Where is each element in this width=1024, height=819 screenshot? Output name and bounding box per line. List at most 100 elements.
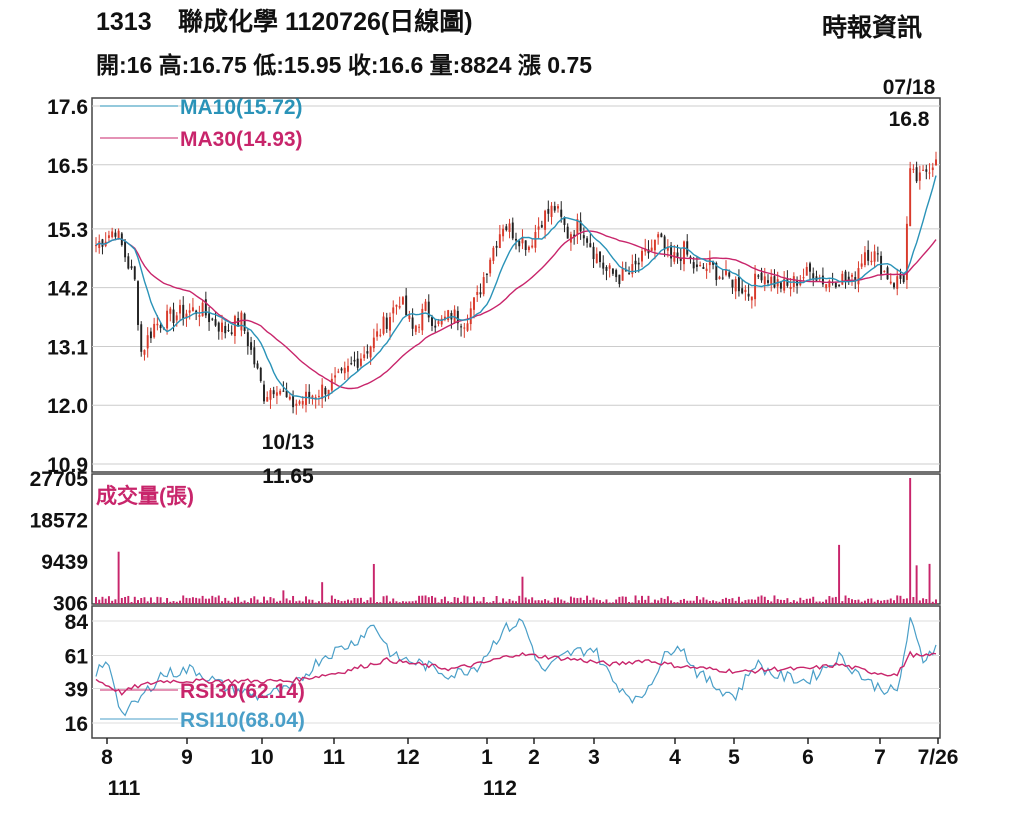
volume-bar — [137, 600, 139, 604]
candle-body — [363, 354, 366, 359]
volume-bar — [259, 602, 262, 604]
volume-bar — [615, 599, 618, 604]
price-grid — [92, 105, 940, 724]
candle-body — [576, 219, 579, 236]
candle-body — [330, 378, 333, 391]
volume-bar — [557, 597, 559, 604]
volume-bar — [847, 597, 850, 604]
volume-bars — [95, 478, 937, 604]
candle-body — [382, 316, 385, 334]
candle-body — [821, 275, 824, 285]
volume-panel-label: 成交量(張) — [96, 484, 194, 508]
price-tick-label: 15.3 — [47, 219, 88, 242]
candle-body — [586, 238, 589, 243]
volume-bar — [825, 599, 828, 604]
candle-body — [847, 276, 850, 280]
volume-bar — [857, 599, 860, 604]
volume-bar — [166, 597, 169, 604]
candle-body — [589, 243, 592, 248]
volume-bar — [909, 478, 912, 604]
volume-bar — [314, 602, 317, 604]
volume-bar — [149, 597, 152, 604]
candle-body — [935, 159, 937, 166]
volume-bar — [592, 597, 595, 604]
volume-bar — [770, 601, 773, 604]
candle-body — [899, 273, 902, 279]
volume-bar — [101, 596, 104, 604]
volume-bar — [359, 597, 362, 604]
candle-body — [922, 169, 925, 171]
volume-bar — [217, 595, 220, 604]
month-label: 7/26 — [918, 746, 959, 769]
volume-bar — [734, 600, 737, 604]
volume-bar — [230, 601, 233, 604]
volume-tick-label: 306 — [53, 593, 88, 616]
volume-bar — [408, 601, 411, 604]
candle-body — [867, 249, 870, 261]
month-label: 11 — [323, 746, 346, 769]
volume-bar — [886, 599, 889, 604]
ma30-line — [95, 230, 937, 390]
volume-bar — [838, 544, 841, 604]
volume-bar — [263, 596, 265, 604]
volume-bar — [692, 600, 695, 604]
candle-body — [405, 295, 408, 316]
price-tick-label: 17.6 — [47, 96, 88, 119]
volume-bar — [757, 596, 760, 604]
candle-body — [298, 401, 301, 404]
volume-bar — [317, 601, 320, 604]
volume-bar — [573, 597, 576, 604]
month-label: 7 — [874, 746, 886, 769]
volume-bar — [705, 599, 708, 604]
candle-body — [844, 271, 847, 281]
candle-body — [476, 291, 479, 295]
volume-bar — [899, 595, 902, 604]
candle-body — [343, 367, 346, 374]
candle-body — [889, 281, 892, 284]
volume-bar — [718, 601, 721, 604]
month-label: 1 — [481, 746, 493, 769]
candle-body — [317, 395, 320, 397]
volume-bar — [737, 596, 740, 604]
candle-body — [389, 317, 391, 331]
candle-body — [440, 318, 443, 325]
volume-bar — [140, 598, 143, 604]
volume-bar — [715, 601, 718, 604]
volume-bar — [779, 599, 782, 604]
candle-body — [498, 234, 501, 249]
volume-bar — [169, 601, 172, 604]
volume-bar — [802, 600, 805, 604]
candle-body — [731, 279, 734, 288]
candle-body — [482, 277, 485, 295]
high-annotation-date: 07/18 — [883, 76, 936, 99]
volume-bar — [841, 601, 844, 604]
rsi-tick-label: 84 — [65, 611, 89, 634]
volume-bar — [321, 582, 324, 604]
volume-bar — [395, 601, 398, 604]
candle-body — [825, 284, 828, 289]
volume-bar — [95, 597, 97, 604]
volume-bar — [114, 599, 117, 604]
candle-body — [737, 277, 740, 292]
candle-body — [201, 302, 204, 317]
candle-body — [114, 232, 117, 237]
volume-bar — [146, 601, 149, 604]
volume-bar — [243, 600, 246, 604]
candle-body — [256, 363, 259, 369]
candle-body — [285, 390, 288, 398]
volume-bar — [611, 602, 614, 604]
candle-body — [240, 312, 243, 331]
candle-body — [741, 288, 744, 294]
candlesticks — [95, 151, 937, 415]
volume-bar — [695, 596, 698, 604]
candle-body — [582, 235, 585, 239]
candle-body — [573, 234, 576, 237]
volume-bar — [657, 600, 660, 604]
candle-body — [725, 269, 727, 275]
month-label: 5 — [728, 746, 740, 769]
volume-bar — [156, 596, 159, 604]
volume-bar — [902, 598, 905, 604]
candle-body — [828, 280, 831, 288]
candle-body — [521, 237, 524, 244]
volume-bar — [266, 600, 269, 604]
